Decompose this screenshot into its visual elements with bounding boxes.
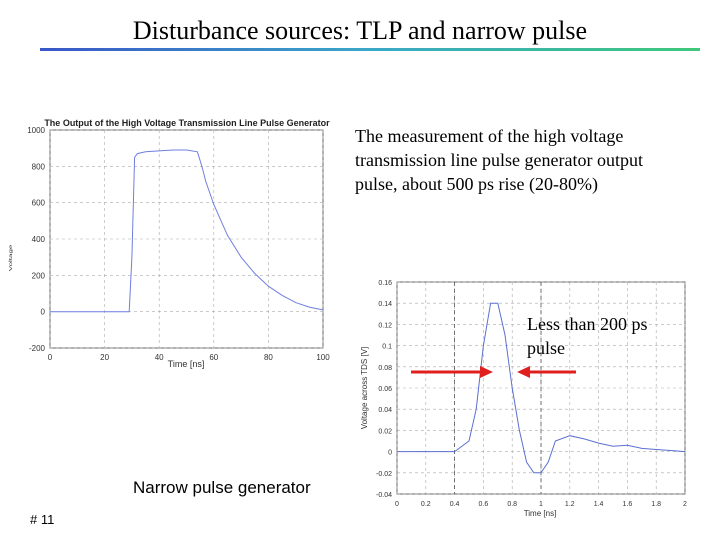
chart1-y-tick-label: -200 [29,344,46,353]
chart2-dashed-markers [454,282,542,494]
chart1-x-tick-label: 60 [209,353,218,362]
chart1-ylabel: Voltage [8,244,13,271]
narrow-pulse-generator-caption: Narrow pulse generator [133,478,311,497]
chart2-x-tick-label: 1.2 [565,501,575,508]
chart2-x-tick-label: 0.4 [450,501,460,508]
chart2-y-tick-label: -0.02 [376,471,392,478]
chart2-series-line [397,302,686,474]
chart2-x-tick-label: 2 [683,501,687,508]
chart2-x-tick-label: 0 [395,501,399,508]
chart2-y-tick-label: 0.1 [382,344,392,351]
chart2-ylabel: Voltage across TDS [V] [360,347,369,430]
chart2-x-tick-label: 1 [539,501,543,508]
chart1-xlabel: Time [ns] [168,359,205,369]
chart1-title: The Output of the High Voltage Transmiss… [44,118,330,128]
tlp-output-chart: The Output of the High Voltage Transmiss… [8,118,330,369]
chart2-x-tick-label: 0.8 [507,501,517,508]
slide-title: Disturbance sources: TLP and narrow puls… [132,16,588,45]
measurement-description: The measurement of the high voltage tran… [355,126,643,194]
chart2-x-tick-label: 0.2 [421,501,431,508]
chart1-x-tick-label: 20 [100,353,109,362]
chart2-y-tick-label: 0.12 [378,322,392,329]
chart2-x-tick-label: 0.6 [479,501,489,508]
chart1-x-tick-label: 100 [316,353,330,362]
chart1-y-tick-label: 600 [32,199,46,208]
chart2-y-tick-label: 0.14 [378,301,392,308]
chart1-series-line [50,149,324,313]
chart2-y-tick-label: -0.04 [376,492,392,499]
chart2-x-tick-label: 1.8 [651,501,661,508]
chart1-y-tick-label: 800 [32,162,46,171]
chart1-x-tick-label: 0 [48,353,53,362]
chart2-y-tick-label: 0.08 [378,365,392,372]
right-arrow [517,366,576,378]
chart1-y-tick-label: 400 [32,235,46,244]
title-underline [40,48,700,51]
chart2-x-ticks: 0 0.2 0.4 0.6 0.8 1 1.2 1.4 1.6 1.8 2 [395,501,687,508]
chart1-x-tick-label: 40 [155,353,164,362]
chart1-x-ticks: 0 20 40 60 80 100 [48,353,330,362]
chart1-x-tick-label: 80 [264,353,273,362]
chart2-y-tick-label: 0.06 [378,386,392,393]
left-arrow [411,366,493,378]
chart2-y-tick-label: 0.04 [378,407,392,414]
chart2-y-tick-label: 0 [388,450,392,457]
pulse-width-arrows [411,366,576,378]
pulse-width-callout: Less than 200 ps pulse [527,314,648,358]
slide-number: # 11 [30,512,55,527]
chart2-x-tick-label: 1.6 [623,501,633,508]
chart1-y-ticks: -200 0 200 400 600 800 1000 [27,126,45,353]
chart2-y-tick-label: 0.16 [378,280,392,287]
chart1-y-tick-label: 0 [41,308,46,317]
chart1-y-tick-label: 1000 [27,126,45,135]
chart1-y-tick-label: 200 [32,271,46,280]
narrow-pulse-chart: 0.16 0.14 0.12 0.1 0.08 0.06 0.04 0.02 0 -0.02 -0.… [360,280,687,518]
chart2-y-ticks: 0.16 0.14 0.12 0.1 0.08 0.06 0.04 0.02 0 -0.02 -0.… [376,280,392,499]
chart2-x-tick-label: 1.4 [594,501,604,508]
chart2-y-tick-label: 0.02 [378,428,392,435]
chart2-xlabel: Time [ns] [524,509,557,518]
chart1-plot-area [49,129,324,349]
